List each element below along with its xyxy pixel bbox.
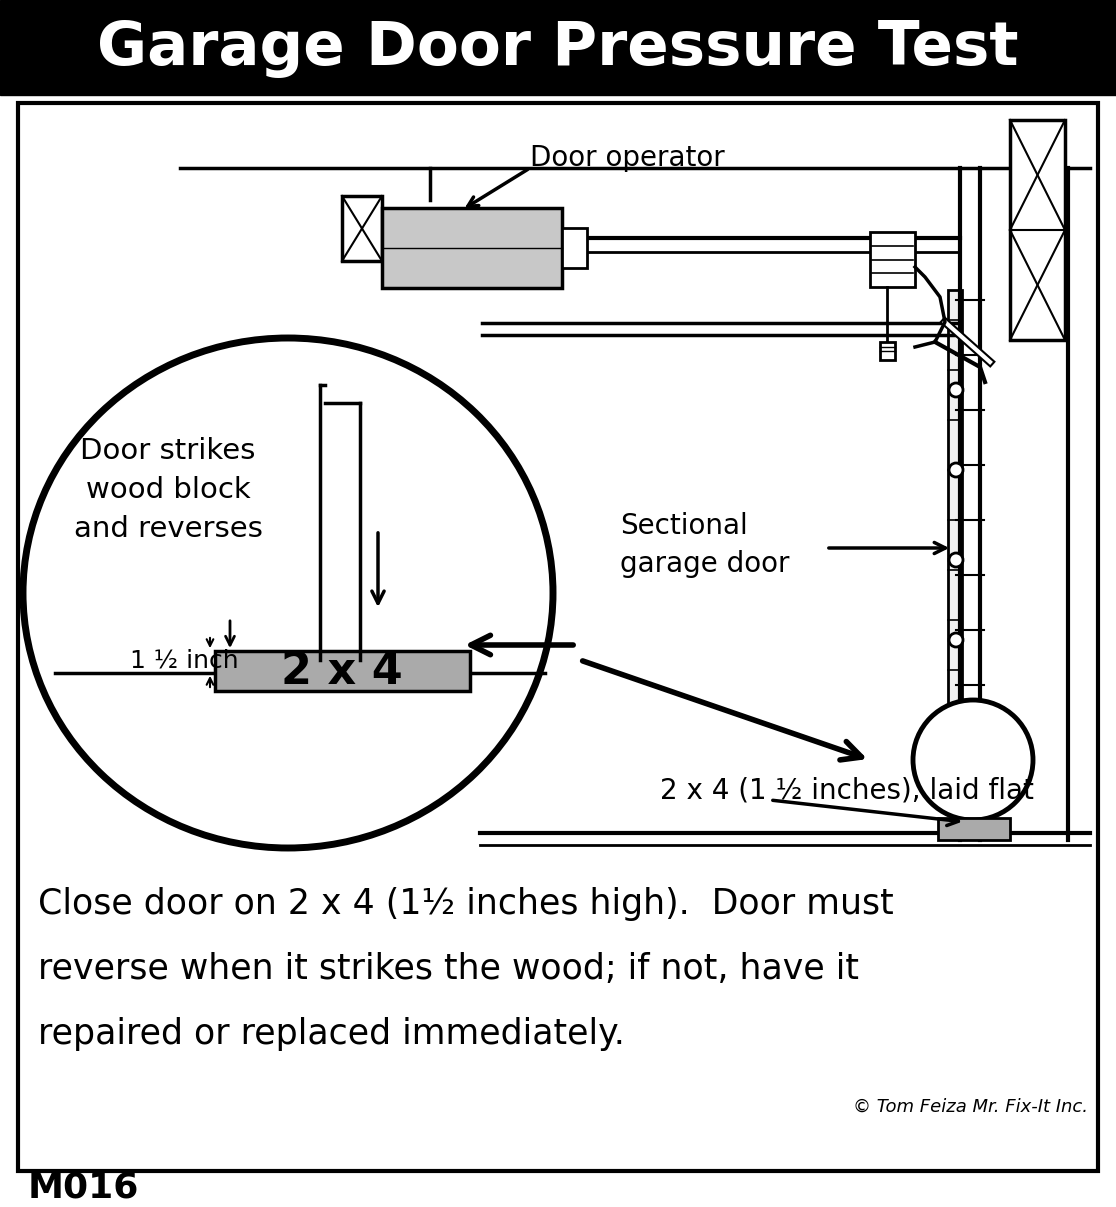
Bar — [870, 232, 915, 287]
Text: Sectional
garage door: Sectional garage door — [620, 512, 789, 578]
Text: 2 x 4 (1 ½ inches), laid flat: 2 x 4 (1 ½ inches), laid flat — [660, 776, 1033, 804]
Text: Garage Door Pressure Test: Garage Door Pressure Test — [97, 19, 1019, 78]
Text: 1 ½ inch: 1 ½ inch — [129, 648, 239, 672]
Bar — [18, 103, 1098, 1171]
Circle shape — [913, 700, 1033, 820]
Circle shape — [949, 383, 963, 397]
Circle shape — [949, 553, 963, 567]
Text: Door operator: Door operator — [530, 144, 724, 173]
Bar — [0, 0, 1116, 95]
Bar — [562, 228, 587, 268]
Bar — [947, 290, 962, 721]
Text: reverse when it strikes the wood; if not, have it: reverse when it strikes the wood; if not… — [38, 952, 859, 986]
Text: repaired or replaced immediately.: repaired or replaced immediately. — [38, 1018, 625, 1051]
Circle shape — [949, 463, 963, 477]
Ellipse shape — [23, 338, 554, 849]
Text: © Tom Feiza Mr. Fix-It Inc.: © Tom Feiza Mr. Fix-It Inc. — [853, 1098, 1088, 1116]
Text: Close door on 2 x 4 (1½ inches high).  Door must: Close door on 2 x 4 (1½ inches high). Do… — [38, 887, 894, 921]
Bar — [382, 208, 562, 288]
Text: 2 x 4: 2 x 4 — [281, 649, 403, 693]
Bar — [215, 651, 470, 690]
Circle shape — [949, 632, 963, 647]
Bar — [341, 196, 382, 261]
Text: M016: M016 — [28, 1171, 140, 1205]
Bar — [1010, 119, 1065, 340]
Bar — [881, 342, 895, 360]
Text: Door strikes
wood block
and reverses: Door strikes wood block and reverses — [74, 437, 262, 543]
Bar — [939, 818, 1010, 840]
